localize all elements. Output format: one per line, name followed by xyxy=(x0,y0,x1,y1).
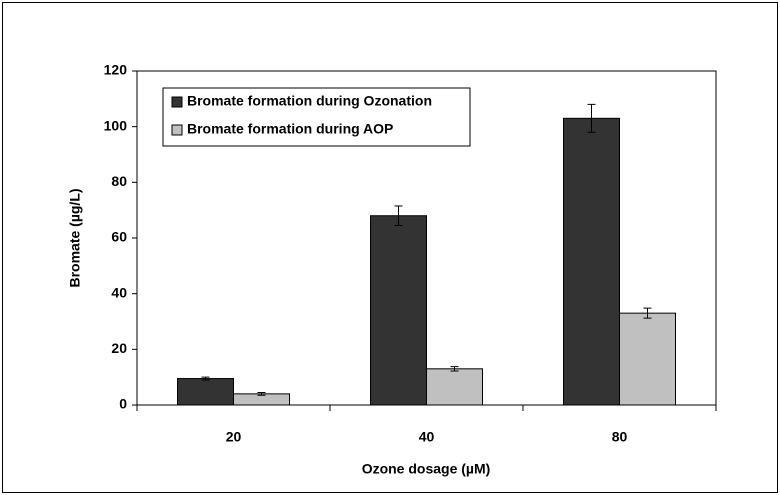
x-tick-label: 40 xyxy=(419,429,435,445)
y-tick-label: 120 xyxy=(104,62,128,78)
error-bar xyxy=(587,103,596,133)
x-tick-label: 80 xyxy=(612,429,628,445)
y-tick-label: 100 xyxy=(104,117,128,133)
x-tick-label: 20 xyxy=(226,429,242,445)
error-bar xyxy=(450,366,459,372)
x-axis-label: Ozone dosage (µM) xyxy=(362,461,491,477)
bar xyxy=(426,368,483,406)
y-tick-label: 40 xyxy=(111,284,127,300)
bar xyxy=(177,378,234,406)
legend-swatch xyxy=(171,96,183,108)
error-bar xyxy=(257,391,266,396)
error-bar xyxy=(643,307,652,319)
legend-label: Bromate formation during Ozonation xyxy=(187,93,432,109)
y-tick-label: 20 xyxy=(111,340,127,356)
error-bar xyxy=(394,205,403,226)
bar xyxy=(370,215,427,406)
y-tick-label: 80 xyxy=(111,173,127,189)
legend-swatch xyxy=(171,124,183,136)
y-tick-label: 60 xyxy=(111,229,127,245)
y-tick-label: 0 xyxy=(119,396,127,412)
error-bar xyxy=(201,376,210,381)
legend-label: Bromate formation during AOP xyxy=(187,121,393,137)
y-axis-label: Bromate (µg/L) xyxy=(67,188,83,287)
bar xyxy=(563,117,620,406)
bar xyxy=(619,312,676,406)
legend-box xyxy=(162,87,471,147)
